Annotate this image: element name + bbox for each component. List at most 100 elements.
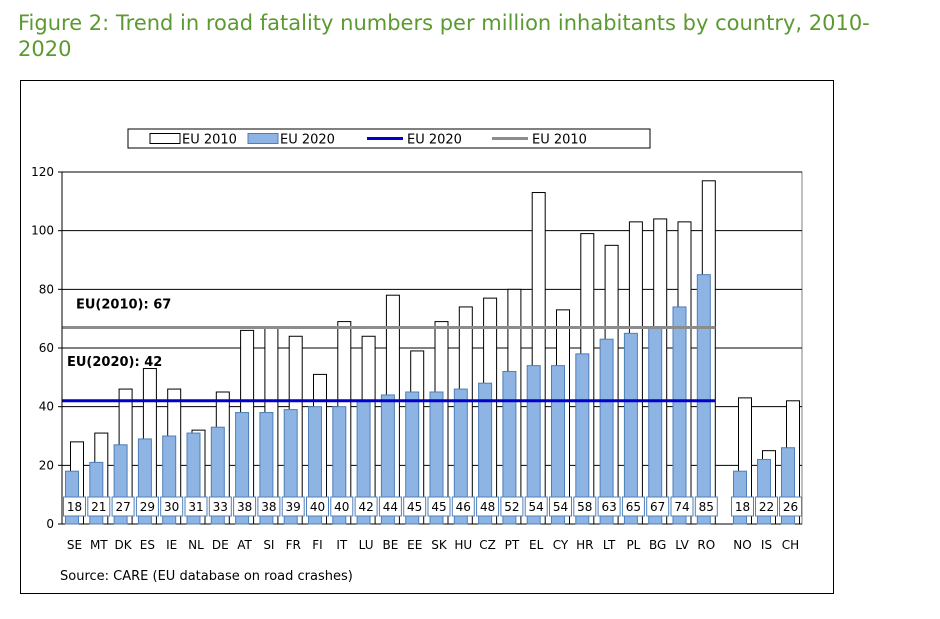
value-label: 33 <box>213 500 228 514</box>
value-label-box <box>549 496 572 517</box>
value-label: 39 <box>286 500 301 514</box>
bar-2020 <box>575 353 590 525</box>
x-tick-label: LT <box>603 538 616 552</box>
value-label: 38 <box>237 500 252 514</box>
bar-2020 <box>235 412 250 525</box>
value-label-box <box>87 496 111 517</box>
value-label-box <box>160 496 184 517</box>
value-label: 21 <box>91 500 106 514</box>
x-tick-label: ES <box>140 538 155 552</box>
value-label-box <box>621 496 645 517</box>
x-tick-label: EL <box>529 538 544 552</box>
value-label: 31 <box>188 500 203 514</box>
value-label-box <box>233 496 257 517</box>
bar-2020 <box>453 388 468 525</box>
value-label: 18 <box>67 500 82 514</box>
value-label: 22 <box>759 500 774 514</box>
value-label-box <box>257 496 281 517</box>
x-tick-label: DK <box>115 538 133 552</box>
legend-swatch <box>247 133 279 144</box>
bar-2020 <box>526 365 541 525</box>
value-label-box <box>403 496 427 517</box>
bar-2020 <box>332 406 347 525</box>
bar-2020 <box>502 370 517 525</box>
value-label: 27 <box>115 500 130 514</box>
value-label-box <box>755 496 778 517</box>
value-label-box <box>306 496 329 517</box>
x-tick-label: SI <box>263 538 274 552</box>
source-note: Source: CARE (EU database on road crashe… <box>60 569 353 584</box>
value-label: 45 <box>407 500 422 514</box>
bar-2020 <box>283 409 298 525</box>
value-label: 18 <box>735 500 750 514</box>
x-tick-label: HR <box>576 538 593 552</box>
bar-2020 <box>380 394 395 525</box>
x-tick-label: BG <box>649 538 666 552</box>
value-label-box <box>524 496 548 517</box>
value-label-box <box>670 496 694 517</box>
bar-2020 <box>405 391 420 525</box>
bar-2020 <box>429 391 444 525</box>
value-label: 30 <box>164 500 179 514</box>
y-tick-label: 60 <box>39 341 54 355</box>
x-tick-label: LV <box>675 538 689 552</box>
x-tick-label: RO <box>697 538 715 552</box>
x-tick-label: FR <box>286 538 301 552</box>
x-tick-label: EE <box>407 538 422 552</box>
x-tick-label: NL <box>188 538 204 552</box>
bar-2020 <box>672 306 687 525</box>
value-label: 63 <box>601 500 616 514</box>
value-label-box <box>281 496 305 517</box>
x-tick-label: BE <box>382 538 398 552</box>
value-label-box <box>63 496 86 517</box>
value-label-box <box>451 496 475 517</box>
x-tick-label: MT <box>90 538 108 552</box>
value-label: 74 <box>674 500 689 514</box>
x-tick-label: IE <box>166 538 177 552</box>
value-label: 42 <box>358 500 373 514</box>
bar-2020 <box>599 338 614 525</box>
value-label-box <box>208 496 232 517</box>
eu-2020-annotation: EU(2020): 42 <box>67 355 162 370</box>
bar-2020 <box>648 326 663 525</box>
legend-swatch <box>149 133 181 144</box>
x-tick-label: CZ <box>479 538 496 552</box>
x-tick-label: FI <box>312 538 322 552</box>
y-tick-label: 0 <box>46 517 54 531</box>
value-label-box <box>427 496 451 517</box>
value-label: 54 <box>529 500 544 514</box>
value-label: 85 <box>699 500 714 514</box>
y-tick-label: 120 <box>31 165 54 179</box>
value-label: 38 <box>261 500 276 514</box>
value-label: 29 <box>140 500 155 514</box>
bar-2020 <box>308 406 322 525</box>
value-label-box <box>378 496 402 517</box>
value-label-box <box>779 496 802 517</box>
value-label-box <box>731 496 754 517</box>
value-label-box <box>694 496 718 517</box>
value-label-box <box>354 496 378 517</box>
legend-label: EU 2010 <box>182 133 237 148</box>
x-tick-label: PL <box>626 538 640 552</box>
value-label-box <box>135 496 159 517</box>
x-tick-label: NO <box>733 538 751 552</box>
value-label: 46 <box>456 500 471 514</box>
value-label-box <box>573 496 597 517</box>
legend-label: EU 2020 <box>280 133 335 148</box>
value-label-box <box>111 496 135 517</box>
eu-2010-annotation: EU(2010): 67 <box>76 297 171 312</box>
value-label: 54 <box>553 500 568 514</box>
x-tick-label: PT <box>505 538 520 552</box>
x-tick-label: DE <box>212 538 229 552</box>
value-label-box <box>500 496 524 517</box>
bar-2020 <box>623 332 638 525</box>
bar-2020 <box>259 412 274 525</box>
value-label: 67 <box>650 500 665 514</box>
legend-label: EU 2020 <box>407 133 462 148</box>
value-label-box <box>476 496 500 517</box>
x-tick-label: CY <box>553 538 569 552</box>
value-label: 48 <box>480 500 495 514</box>
value-label: 52 <box>504 500 519 514</box>
value-label-box <box>646 496 670 517</box>
value-label-box <box>597 496 621 517</box>
